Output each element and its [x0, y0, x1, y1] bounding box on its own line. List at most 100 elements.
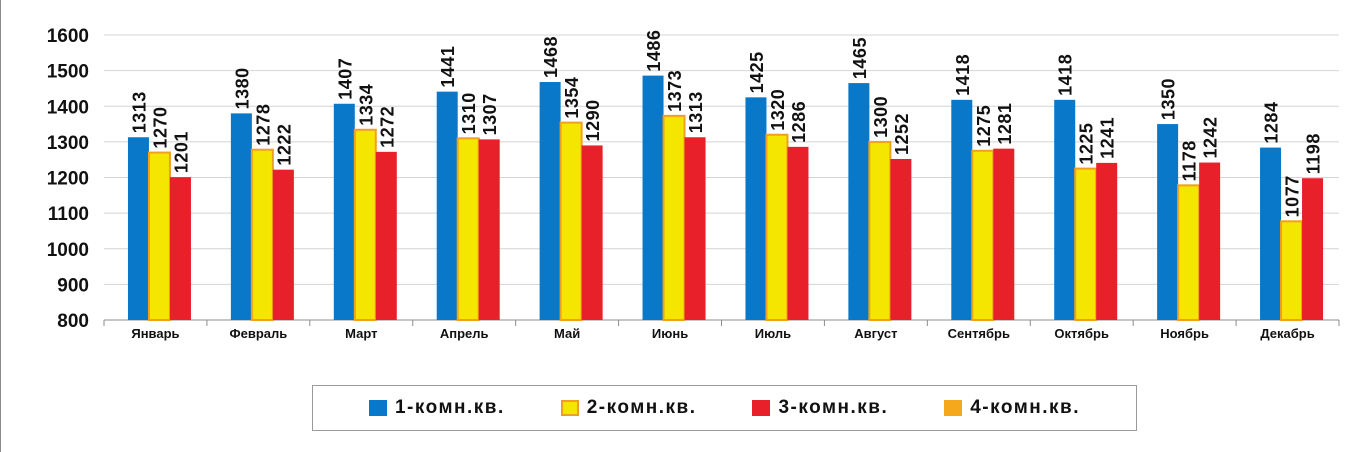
data-label: 1354 — [562, 77, 582, 119]
data-label: 1290 — [583, 99, 603, 141]
bar — [951, 99, 973, 321]
data-label: 1334 — [356, 84, 376, 126]
bar — [1074, 167, 1098, 321]
legend-swatch-1 — [368, 400, 387, 416]
legend-label-3: 3-комн.кв. — [778, 397, 889, 418]
legend-item-4: 4-комн.кв. — [944, 397, 1080, 419]
bar — [787, 146, 809, 320]
data-label: 1373 — [665, 70, 685, 112]
data-label: 1275 — [974, 105, 994, 147]
x-tick-label: Март — [345, 326, 377, 341]
data-label: 1281 — [995, 103, 1015, 145]
bar — [1157, 124, 1179, 320]
data-label: 1468 — [541, 36, 561, 78]
y-tick-label: 1000 — [47, 240, 89, 261]
bar — [1199, 162, 1221, 320]
y-tick-label: 1200 — [47, 169, 89, 190]
bar — [765, 133, 789, 321]
data-label: 1178 — [1180, 140, 1200, 181]
data-label: 1201 — [171, 131, 191, 173]
bar — [1280, 220, 1304, 322]
bar — [1302, 178, 1324, 320]
x-tick-label: Октябрь — [1054, 326, 1109, 341]
data-label: 1350 — [1159, 78, 1179, 120]
y-tick-label: 1300 — [47, 133, 89, 154]
x-tick-label: Апрель — [440, 326, 489, 341]
legend-swatch-2 — [560, 400, 579, 416]
bar — [1054, 99, 1076, 321]
bar — [890, 158, 912, 320]
legend-swatch-3 — [752, 400, 771, 416]
bar-chart: 800 900 1000 1100 1200 1300 1400 1500 1600 Январ… — [47, 26, 1340, 341]
bar — [1177, 184, 1201, 321]
bar — [745, 97, 767, 320]
bar — [539, 82, 561, 321]
y-tick-label: 1100 — [48, 204, 89, 225]
data-label: 1320 — [768, 89, 788, 131]
x-tick-label: Август — [854, 326, 897, 341]
data-label: 1222 — [274, 124, 294, 166]
data-label: 1310 — [459, 92, 479, 134]
x-axis: Январь Февраль Март Апрель Май Июнь Июль Август… — [131, 326, 1314, 341]
data-label: 1272 — [377, 106, 397, 148]
data-label: 1270 — [150, 107, 170, 149]
data-label: 1313 — [686, 91, 706, 133]
x-tick-label: Февраль — [230, 326, 288, 341]
bars — [127, 75, 1324, 322]
bar — [1260, 147, 1282, 320]
x-tick-label: Июль — [755, 326, 791, 341]
data-label: 1198 — [1304, 133, 1324, 174]
data-label: 1418 — [1056, 54, 1076, 96]
x-tick-label: Ноябрь — [1160, 326, 1209, 341]
data-label: 1313 — [129, 91, 149, 133]
y-tick-label: 900 — [57, 275, 89, 296]
bar — [559, 121, 583, 321]
legend-item-1: 1-комн.кв. — [368, 397, 505, 419]
data-label: 1284 — [1262, 102, 1282, 144]
bar — [147, 151, 171, 321]
bar — [169, 177, 191, 320]
legend-label-4: 4-комн.кв. — [970, 397, 1081, 418]
data-label: 1242 — [1201, 116, 1221, 158]
data-label: 1407 — [335, 58, 355, 100]
bar — [353, 128, 377, 321]
legend: 1-комн.кв. 2-комн.кв. 3-комн.кв. 4-комн.… — [312, 385, 1137, 431]
y-tick-label: 800 — [57, 311, 89, 332]
bar — [230, 113, 252, 320]
bar — [971, 149, 995, 321]
legend-item-2: 2-комн.кв. — [560, 397, 697, 419]
legend-label-1: 1-комн.кв. — [394, 397, 505, 418]
bar — [684, 137, 706, 320]
gridlines — [103, 34, 1340, 326]
data-label: 1418 — [953, 54, 973, 96]
y-tick-label: 1400 — [47, 97, 89, 118]
x-tick-label: Май — [554, 326, 580, 341]
data-label: 1286 — [789, 101, 809, 143]
data-label: 1486 — [644, 30, 664, 72]
data-label: 1278 — [253, 104, 273, 146]
legend-item-3: 3-комн.кв. — [752, 397, 888, 419]
bar — [333, 103, 355, 320]
y-axis: 800 900 1000 1100 1200 1300 1400 1500 1600 — [47, 26, 89, 332]
bar — [375, 151, 397, 320]
bar — [456, 137, 480, 321]
data-label: 1300 — [871, 96, 891, 138]
data-label: 1077 — [1283, 175, 1303, 217]
bar — [868, 140, 892, 321]
bar — [848, 83, 870, 320]
legend-swatch-4 — [944, 400, 963, 416]
legend-label-2: 2-комн.кв. — [586, 397, 697, 418]
data-label: 1380 — [232, 67, 252, 109]
bar — [662, 114, 686, 322]
data-label: 1441 — [438, 46, 458, 88]
y-tick-label: 1600 — [47, 26, 89, 47]
data-label: 1425 — [747, 51, 767, 93]
bar — [993, 148, 1015, 320]
bar — [272, 169, 294, 320]
bar — [478, 139, 500, 320]
bar — [436, 91, 458, 320]
data-label: 1225 — [1077, 123, 1097, 165]
bar — [1096, 162, 1118, 320]
